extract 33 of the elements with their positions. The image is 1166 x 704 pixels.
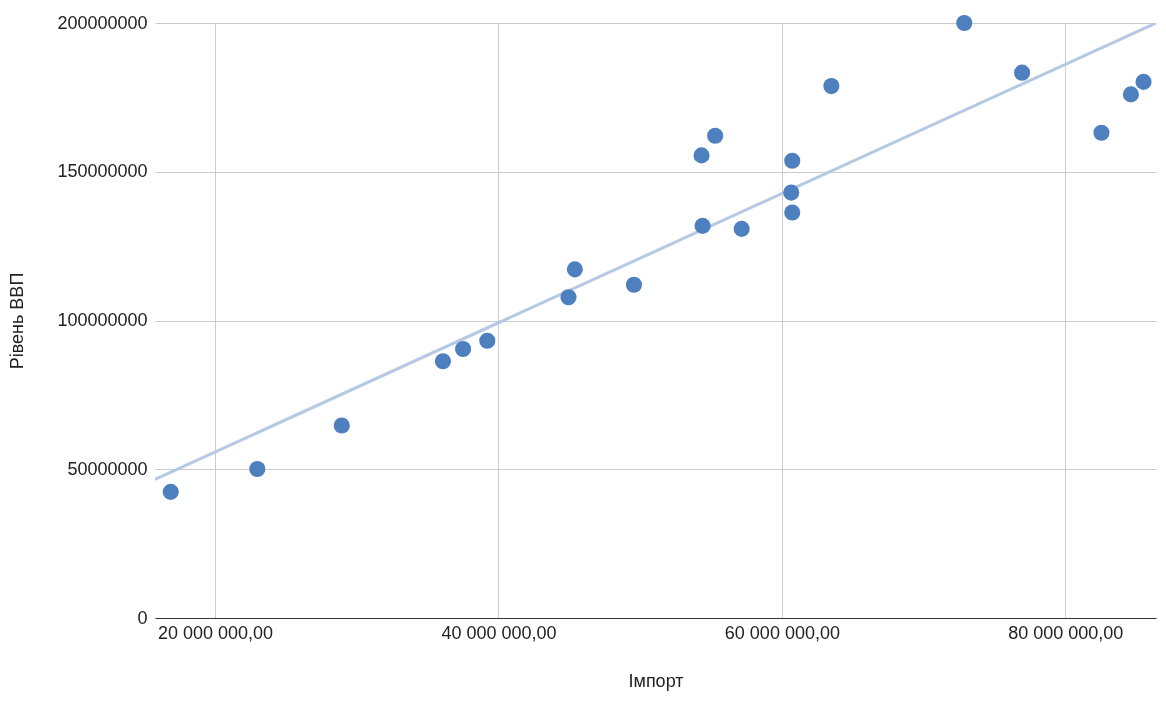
y-tick-label: 150000000 [57,161,148,182]
point [1093,124,1110,141]
y-tick-label: 200000000 [57,12,148,33]
point [560,289,577,306]
x-axis-title: Імпорт [628,670,684,691]
point [455,341,472,358]
point [566,261,583,278]
x-tick-label: 80 000 000,00 [1008,622,1124,643]
y-tick-label: 0 [137,607,148,628]
point [956,14,973,32]
y-axis-title: Рівень ВВП [7,272,28,370]
point [784,152,801,169]
point [479,332,496,349]
point [162,483,179,500]
point [434,353,452,370]
point [707,127,724,144]
point [333,417,350,434]
y-tick-label: 100000000 [57,310,148,330]
y-tick-label: 50000000 [67,458,148,479]
point [694,217,711,234]
x-tick-label: 40 000 000,00 [441,622,557,643]
point [625,276,643,293]
point [249,460,266,477]
point [783,184,800,201]
point [1122,86,1139,103]
x-tick-label: 20 000 000,00 [158,622,274,643]
point [733,220,750,237]
point [1014,64,1031,81]
point [823,78,840,95]
point [784,204,801,221]
point [693,147,710,164]
x-tick-label: 60 000 000,00 [724,622,840,643]
point [1135,73,1152,90]
